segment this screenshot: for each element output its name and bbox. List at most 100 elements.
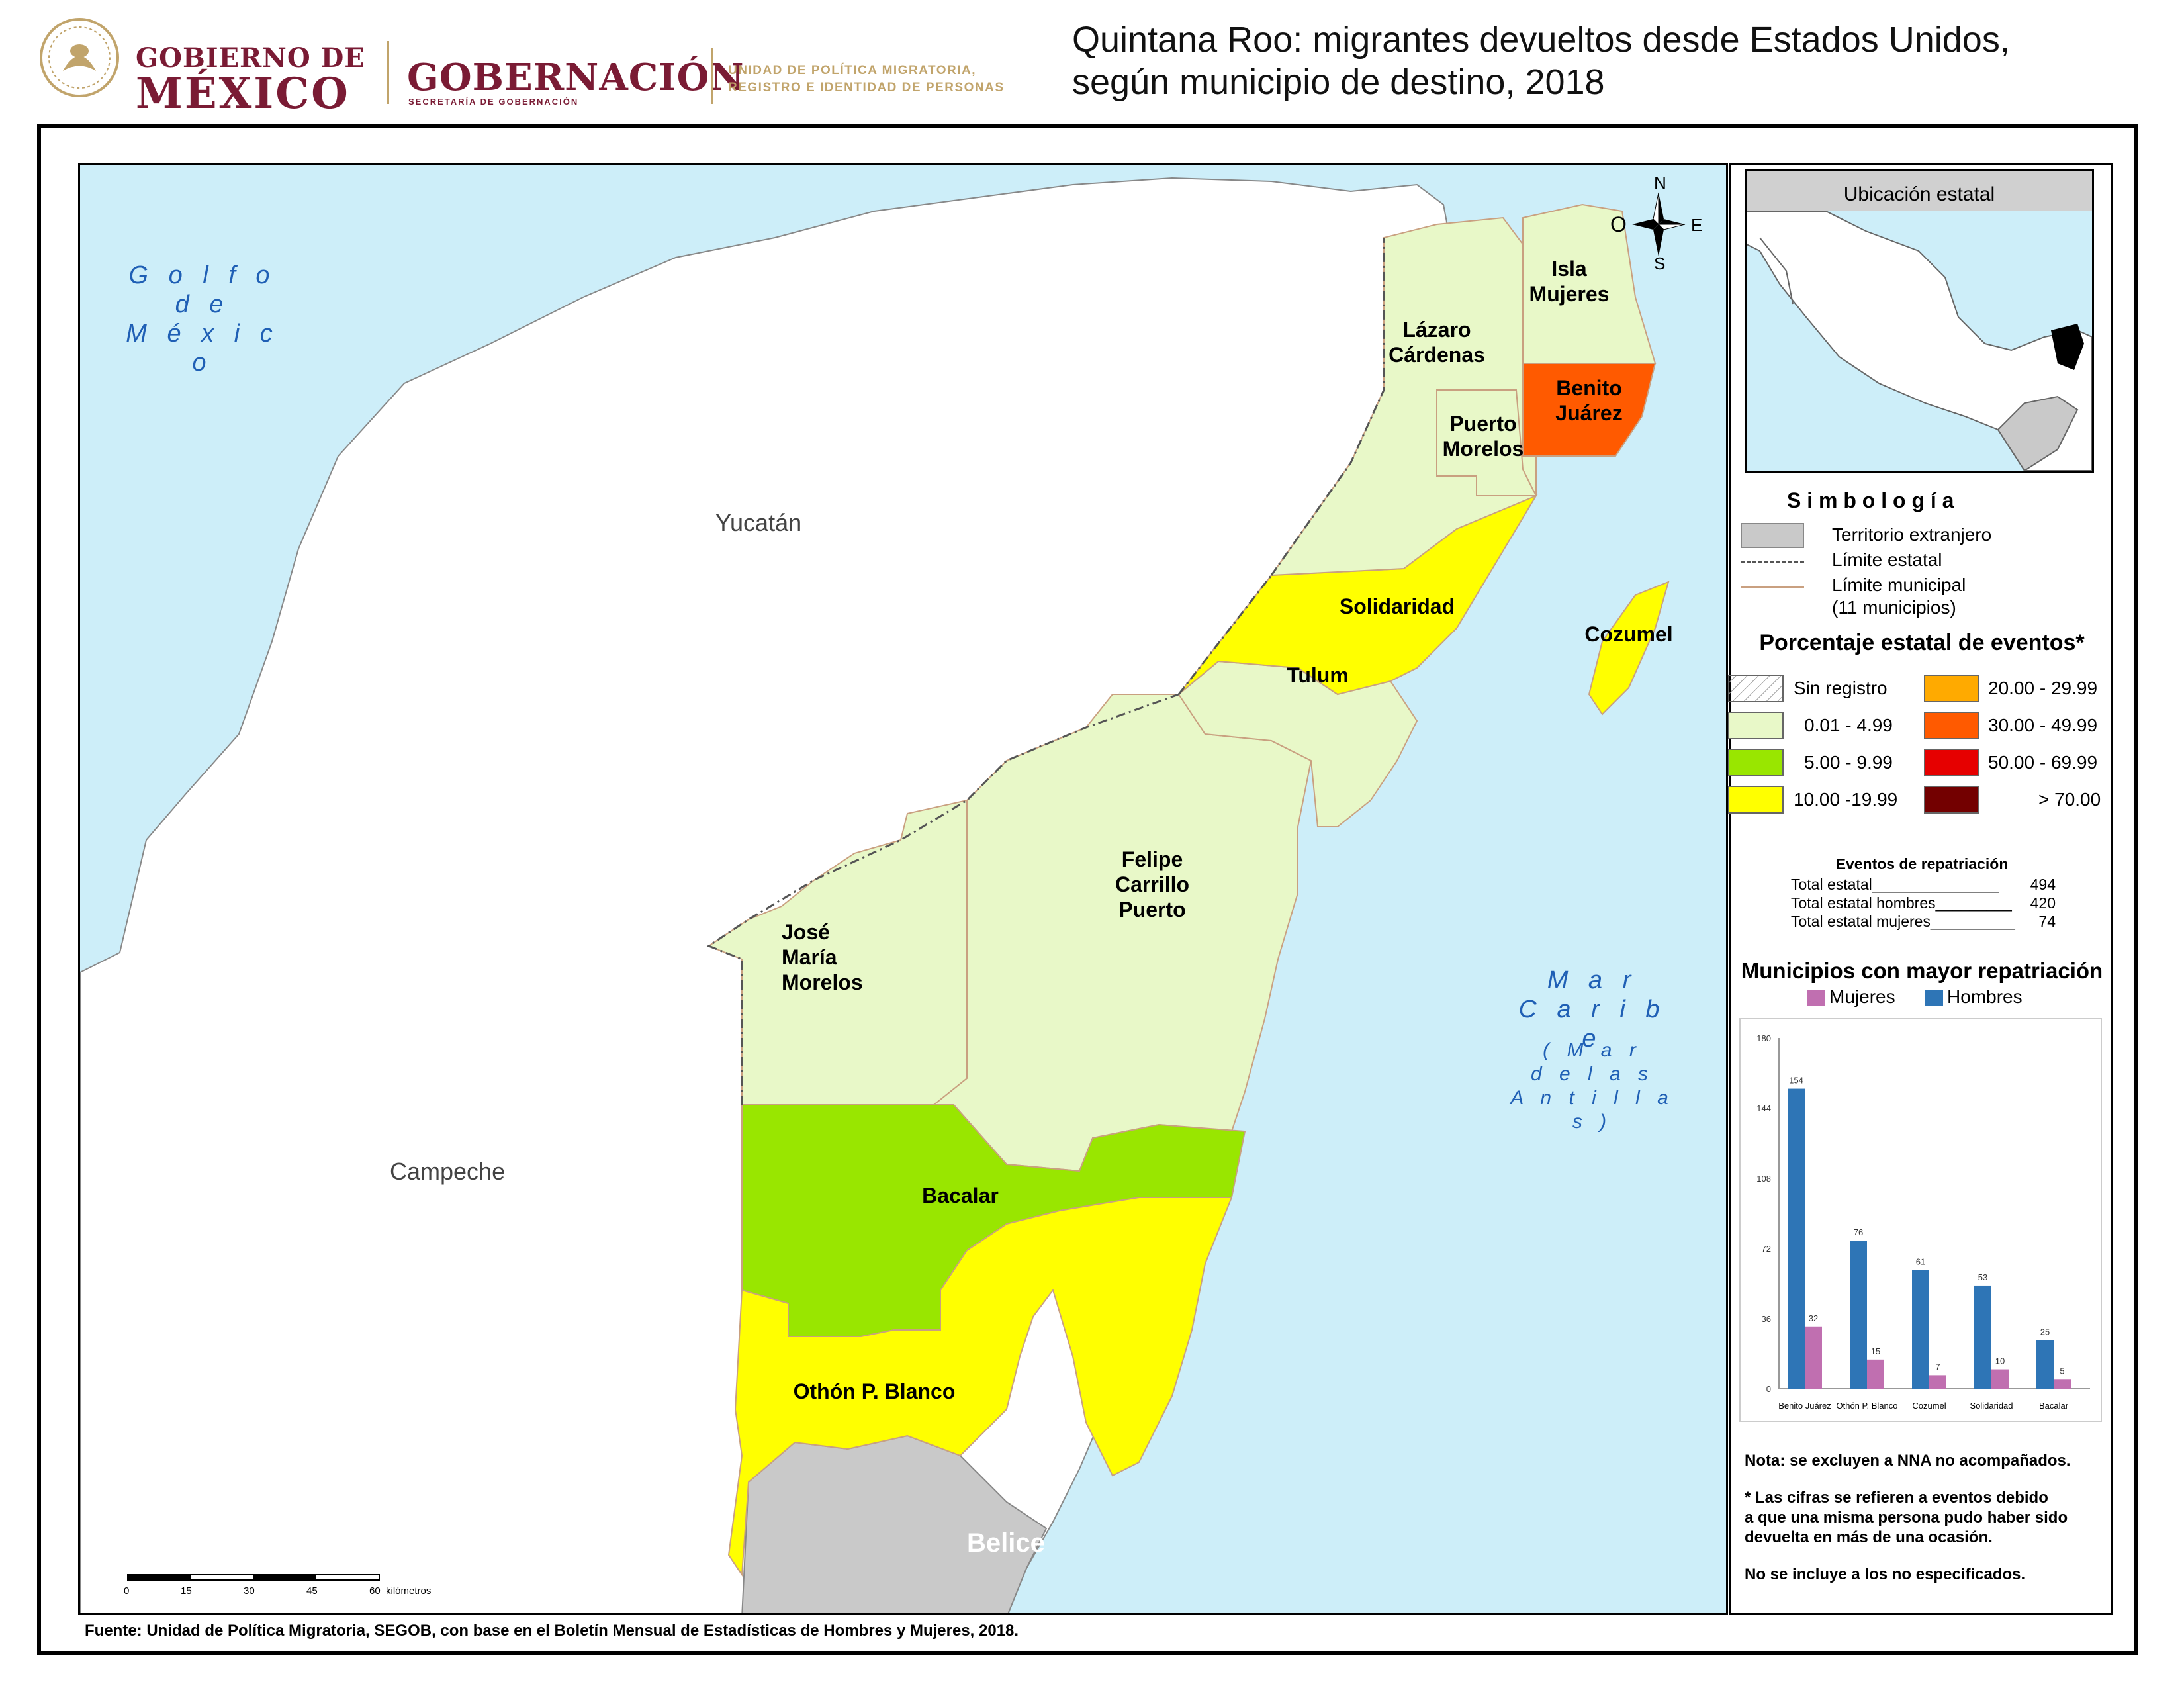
bar-value-label: 5 (2060, 1366, 2064, 1376)
legend-title: S i m b o l o g í a (1787, 489, 1954, 512)
label-line: Tulum (1287, 663, 1349, 687)
events-row: Total estatal hombres_________ 420 (1791, 894, 2056, 912)
swatch-70 (1924, 786, 1979, 814)
class-label: 10.00 -19.99 (1794, 789, 1898, 810)
legend-state-line (1741, 561, 1804, 563)
note-spacer (1745, 1548, 2102, 1565)
mun-cozumel (1588, 581, 1670, 716)
class-label: 5.00 - 9.99 (1804, 752, 1893, 773)
bar-value-label: 7 (1935, 1362, 1940, 1372)
label-line: Juárez (1555, 401, 1623, 425)
scale-tick: 0 (124, 1585, 130, 1597)
label-belice: Belice (967, 1528, 1045, 1558)
events-row: Total estatal mujeres__________ 74 (1791, 912, 2056, 931)
bar-value-label: 61 (1916, 1256, 1925, 1266)
mexico-seal-icon (40, 18, 119, 97)
bar-value-label: 10 (1995, 1356, 2005, 1366)
state-boundary (706, 238, 1385, 1105)
mun-puerto-morelos (1436, 389, 1537, 496)
legend-state-label: Límite estatal (1832, 549, 1942, 570)
logo-gobierno-line2: MÉXICO (136, 69, 350, 118)
location-inset: Ubicación estatal (1745, 169, 2094, 473)
swatch-30-50 (1924, 712, 1979, 739)
logo-divider-2 (711, 48, 713, 104)
legend-mujeres-label: Mujeres (1829, 986, 1895, 1007)
bar-value-label: 53 (1978, 1272, 1987, 1282)
map-title-line2: según municipio de destino, 2018 (1072, 62, 1605, 102)
scale-tick: 30 (244, 1585, 255, 1597)
events-table: Total estatal_______________ 494 Total e… (1791, 875, 2056, 931)
swatch-20-30 (1924, 675, 1979, 702)
label-line: Solidaridad (1339, 594, 1455, 618)
bar-mujeres (2054, 1379, 2071, 1389)
legend-municipal-line (1741, 586, 1804, 588)
class-label: 0.01 - 4.99 (1804, 715, 1893, 735)
caribe-line: M a r (1547, 966, 1638, 994)
logo-gobernacion: GOBERNACIÓN (407, 56, 745, 99)
label-line: Lázaro (1402, 318, 1471, 342)
events-row-value: 494 (2030, 876, 2056, 893)
y-tick-label: 72 (1762, 1244, 1771, 1254)
side-panel (1729, 163, 2113, 1615)
class-label: 20.00 - 29.99 (1988, 678, 2098, 698)
events-row-value: 420 (2030, 894, 2056, 912)
bar-value-label: 32 (1809, 1313, 1818, 1323)
bar-hombres (1912, 1270, 1929, 1389)
label-puerto-morelos: Puerto Morelos (1437, 411, 1529, 461)
y-tick-label: 108 (1756, 1174, 1771, 1184)
note-line: a que una misma persona pudo haber sido (1745, 1509, 2068, 1526)
golfo-line: M é x i c o (126, 320, 279, 377)
legend-foreign-label: Territorio extranjero (1832, 524, 1992, 545)
label-line: Cárdenas (1388, 343, 1485, 367)
events-row-value: 74 (2038, 913, 2056, 930)
scale-tick: 45 (306, 1585, 318, 1597)
label-campeche: Campeche (390, 1158, 506, 1185)
label-othon-p-blanco: Othón P. Blanco (775, 1379, 974, 1404)
compass-w: O (1610, 212, 1627, 236)
scale-unit: kilómetros (386, 1585, 432, 1597)
label-benito-juarez: Benito Juárez (1536, 375, 1642, 426)
bar-value-label: 15 (1871, 1346, 1880, 1356)
class-label: Sin registro (1794, 678, 1888, 698)
legend-hombres-label: Hombres (1947, 986, 2023, 1007)
label-jose-maria-morelos: José María Morelos (782, 919, 887, 995)
mun-benito-juarez (1522, 363, 1657, 457)
bar-hombres (1974, 1285, 1991, 1389)
y-tick-label: 180 (1756, 1033, 1771, 1043)
note-line: No se incluye a los no especificados. (1745, 1566, 2026, 1583)
chart-legend: Mujeres Hombres (1807, 986, 2085, 1010)
events-title: Eventos de repatriación (1835, 855, 2009, 872)
label-line: Benito (1556, 376, 1622, 400)
swatch-10-20 (1728, 786, 1784, 814)
antillas-line: d e l a s (1530, 1063, 1655, 1085)
compass-n: N (1654, 173, 1666, 193)
label-line: Morelos (1442, 437, 1524, 461)
label-line: Puerto (1118, 898, 1186, 921)
label-cozumel: Cozumel (1556, 622, 1702, 647)
legend-municipal-label: Límite municipal (1832, 575, 1966, 595)
category-label: Benito Juárez (1778, 1401, 1831, 1411)
compass-icon (1632, 192, 1686, 256)
map-title-line1: Quintana Roo: migrantes devueltos desde … (1072, 20, 2010, 60)
inset-map (1747, 211, 2092, 471)
label-line: María (782, 945, 837, 969)
label-felipe-carrillo-puerto: Felipe Carrillo Puerto (1086, 847, 1218, 922)
header-logos: GOBIERNO DE MÉXICO GOBERNACIÓN SECRETARÍ… (36, 15, 1003, 118)
scale-bar (127, 1574, 380, 1581)
label-yucatan: Yucatán (715, 509, 802, 536)
note-line: Nota: se excluyen a NNA no acompañados. (1745, 1452, 2071, 1470)
scale-tick: 60 (369, 1585, 381, 1597)
bar-value-label: 25 (2040, 1327, 2050, 1336)
bar-value-label: 76 (1854, 1227, 1863, 1237)
bar-mujeres (1991, 1369, 2009, 1389)
bar-value-label: 154 (1789, 1076, 1803, 1086)
swatch-sin-registro (1728, 675, 1784, 702)
y-tick-label: 36 (1762, 1314, 1771, 1324)
legend-municipal-count: (11 municipios) (1832, 597, 1956, 618)
antillas-line: A n t i l l a s ) (1510, 1087, 1674, 1133)
label-line: Puerto (1449, 412, 1517, 436)
label-line: Othón P. Blanco (793, 1380, 956, 1403)
events-row: Total estatal_______________ 494 (1791, 875, 2056, 894)
events-row-label: Total estatal mujeres__________ (1791, 913, 2015, 930)
